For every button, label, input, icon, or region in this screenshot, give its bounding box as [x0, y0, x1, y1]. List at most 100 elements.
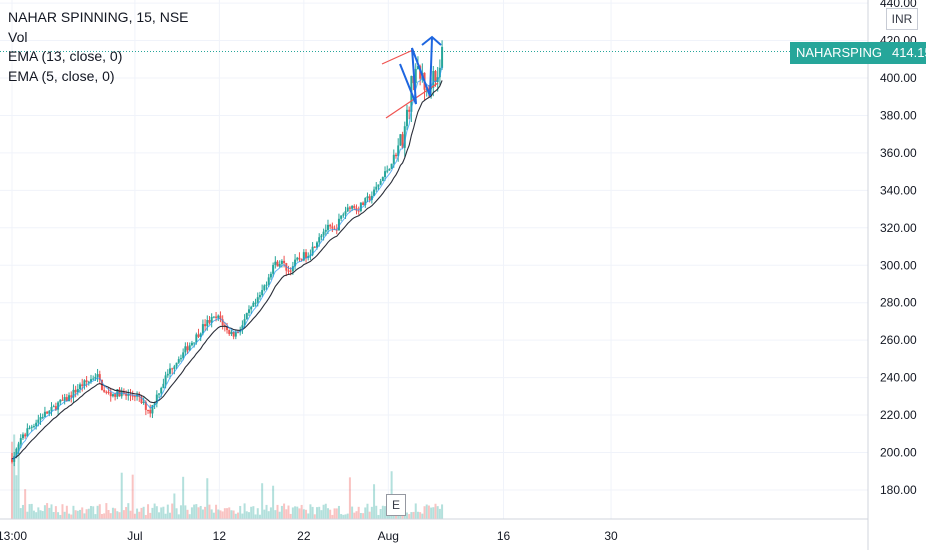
volume-bar — [412, 511, 415, 519]
volume-bar — [72, 505, 75, 519]
candle-body — [226, 326, 229, 331]
legend-symbol[interactable]: NAHAR SPINNING, 15, NSE — [8, 9, 189, 25]
volume-bar — [37, 507, 40, 519]
volume-bar — [239, 505, 242, 519]
zigzag-arrowhead — [421, 35, 442, 46]
legend-volume[interactable]: Vol — [8, 28, 28, 45]
volume-bar — [377, 514, 380, 519]
volume-bar — [232, 510, 235, 519]
volume-bar — [427, 505, 430, 519]
candle-body — [210, 316, 213, 323]
volume-bar — [351, 506, 354, 519]
legend-ema13[interactable]: EMA (13, close, 0) — [8, 48, 123, 64]
candle-body — [11, 458, 13, 462]
candle-body — [168, 368, 171, 374]
volume-bar — [57, 512, 60, 519]
earnings-event-badge[interactable]: E — [386, 494, 406, 516]
candle-body — [85, 380, 88, 382]
candle-body — [81, 384, 84, 386]
ema13-line — [11, 80, 443, 460]
candle-body — [201, 324, 204, 334]
price-axis: 440.00420.00400.00380.00360.00340.00320.… — [867, 0, 917, 550]
volume-bar — [296, 506, 299, 519]
volume-bar — [241, 513, 244, 519]
time-tick-label: 30 — [604, 529, 618, 543]
time-tick-label: Aug — [378, 529, 399, 543]
candle-body — [346, 207, 349, 212]
candle-body — [272, 264, 275, 274]
candle-body — [54, 406, 57, 410]
volume-bar — [76, 510, 79, 519]
volume-bar — [294, 506, 297, 519]
candle-body — [403, 126, 406, 148]
volume-bar — [173, 493, 176, 519]
candle-body — [432, 71, 435, 88]
candle-body — [208, 320, 211, 323]
candle-body — [388, 168, 391, 171]
candle-body — [300, 259, 303, 261]
candle-body — [160, 388, 163, 394]
volume-bar — [151, 507, 154, 519]
candle-body — [294, 259, 297, 267]
candle-body — [127, 394, 130, 396]
volume-bar — [289, 513, 292, 519]
candle-body — [68, 395, 71, 402]
time-axis: 13:00 Jul 12 22 Aug 16 30 — [0, 518, 868, 543]
volume-bar — [355, 511, 358, 519]
candle-body — [199, 333, 202, 337]
candle-body — [111, 394, 114, 397]
candle-body — [256, 297, 259, 303]
volume-bar — [322, 504, 325, 519]
candle-body — [190, 342, 193, 346]
price-tick-label: 260.00 — [880, 333, 917, 347]
volume-bar — [348, 477, 351, 519]
candle-body — [405, 109, 408, 127]
candle-body — [337, 218, 340, 231]
candle-body — [89, 379, 92, 382]
volume-bar — [50, 504, 53, 519]
volume-bar — [285, 509, 288, 519]
candle-body — [76, 389, 79, 393]
volume-bar — [384, 506, 387, 519]
candle-body — [162, 383, 165, 389]
price-label-value: 414.15 — [891, 45, 932, 60]
volume-bar — [155, 506, 158, 519]
volume-bar — [300, 504, 303, 519]
volume-bar — [252, 506, 255, 519]
candle-body — [61, 399, 64, 401]
volume-bar — [92, 506, 95, 519]
candle-body — [377, 184, 380, 187]
volume-bar — [35, 512, 38, 519]
volume-bar — [17, 443, 20, 519]
volume-bar — [61, 504, 64, 519]
volume-bar — [219, 510, 222, 519]
volume-bar — [234, 513, 237, 519]
candle-body — [212, 316, 215, 318]
candle-body — [118, 389, 121, 397]
candle-body — [120, 391, 123, 397]
volume-bar — [118, 512, 121, 519]
candle-body — [263, 285, 266, 291]
candle-body — [348, 207, 351, 209]
volume-bar — [83, 513, 86, 519]
candle-body — [50, 407, 53, 411]
volume-bar — [414, 503, 417, 519]
volume-bars — [11, 434, 444, 519]
candle-body — [322, 231, 325, 236]
candle-body — [184, 346, 187, 353]
volume-bar — [217, 509, 220, 519]
candle-body — [373, 189, 376, 196]
legend-ema5[interactable]: EMA (5, close, 0) — [8, 67, 115, 84]
candle-body — [149, 409, 152, 414]
candle-body — [359, 202, 362, 211]
volume-bar — [59, 514, 62, 519]
currency-badge[interactable]: INR — [886, 8, 918, 30]
candle-body — [269, 273, 272, 278]
volume-bar — [265, 504, 268, 519]
candle-body — [70, 395, 73, 398]
candle-body — [390, 163, 393, 169]
volume-bar — [54, 506, 57, 519]
volume-bar — [140, 507, 143, 519]
price-tick-label: 280.00 — [880, 296, 917, 310]
